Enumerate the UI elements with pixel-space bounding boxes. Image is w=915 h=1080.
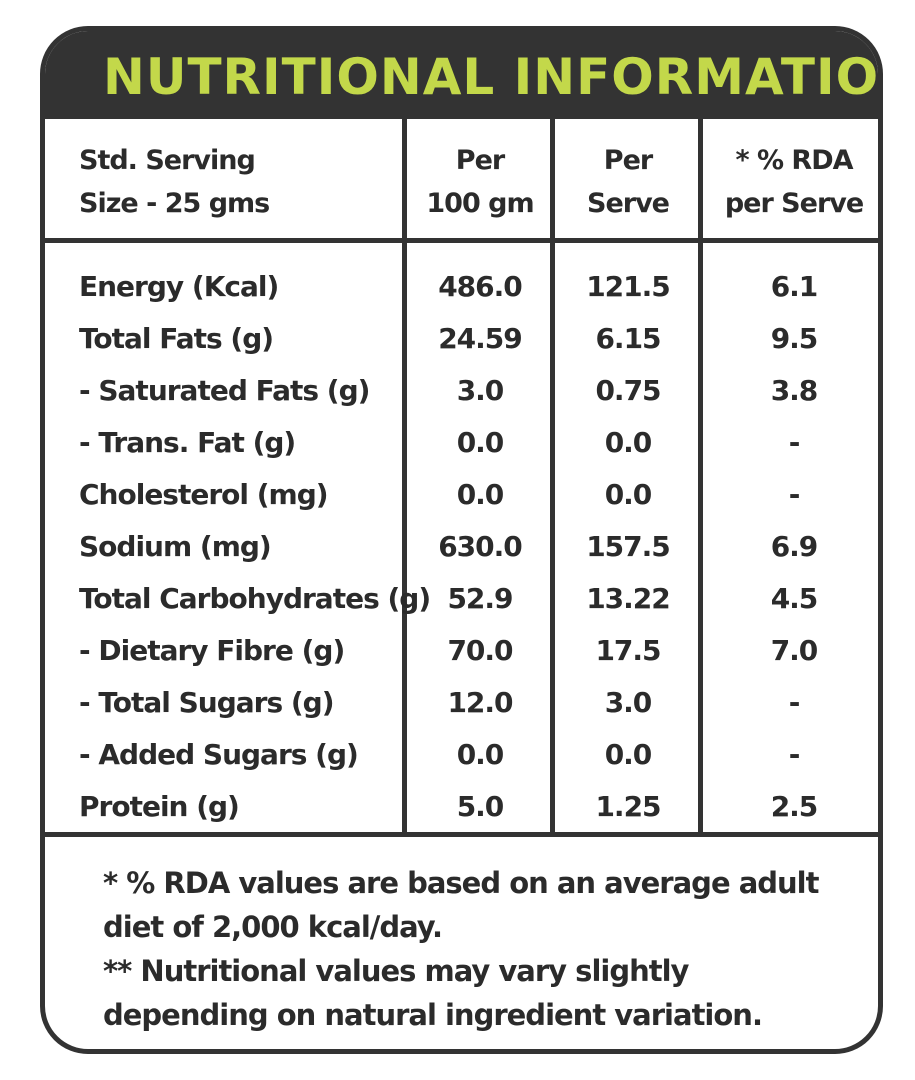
per-100gm-value: 70.0: [447, 634, 513, 667]
column-divider: [698, 119, 703, 837]
per-serve-value: 0.0: [604, 426, 653, 459]
column-header-line: Serve: [587, 188, 670, 219]
column-header-line: 100 gm: [426, 188, 534, 219]
per-serve-value: 157.5: [586, 530, 671, 563]
column-header-rda: * % RDA per Serve: [705, 139, 878, 225]
nutrient-name: Total Carbohydrates (g): [79, 582, 431, 615]
per-serve-value: 17.5: [595, 634, 661, 667]
column-header-line: Per: [455, 145, 505, 176]
column-divider: [402, 119, 407, 837]
footnote-variation: ** Nutritional values may vary slightly …: [103, 954, 763, 1032]
per-100gm-value: 0.0: [456, 426, 505, 459]
per-serve-value: 121.5: [586, 270, 671, 303]
per-100gm-value: 630.0: [438, 530, 523, 563]
rda-value: -: [788, 738, 801, 771]
nutrient-name: Sodium (mg): [79, 530, 272, 563]
nutrient-name: - Added Sugars (g): [79, 738, 359, 771]
per-serve-value: 1.25: [595, 790, 661, 823]
rda-value: -: [788, 478, 801, 511]
panel-title: NUTRITIONAL INFORMATION**: [103, 47, 883, 106]
table-row: - Dietary Fibre (g) 70.0 17.5 7.0: [45, 625, 878, 677]
nutrient-name: - Saturated Fats (g): [79, 374, 370, 407]
column-header-line: Per: [603, 145, 653, 176]
nutrient-name: Energy (Kcal): [79, 270, 279, 303]
per-serve-value: 0.75: [595, 374, 661, 407]
per-100gm-value: 24.59: [438, 322, 523, 355]
per-100gm-value: 0.0: [456, 478, 505, 511]
footnote-rda: * % RDA values are based on an average a…: [103, 866, 819, 944]
per-100gm-value: 12.0: [447, 686, 513, 719]
table-row: Total Carbohydrates (g) 52.9 13.22 4.5: [45, 573, 878, 625]
table-row: - Added Sugars (g) 0.0 0.0 -: [45, 729, 878, 781]
nutrient-name: Total Fats (g): [79, 322, 274, 355]
header-divider: [45, 238, 878, 243]
rda-value: 9.5: [770, 322, 819, 355]
per-100gm-value: 52.9: [447, 582, 513, 615]
rda-value: 6.9: [770, 530, 819, 563]
table-row: - Trans. Fat (g) 0.0 0.0 -: [45, 417, 878, 469]
rda-value: -: [788, 426, 801, 459]
table-row: - Total Sugars (g) 12.0 3.0 -: [45, 677, 878, 729]
title-bar: NUTRITIONAL INFORMATION**: [45, 31, 878, 119]
per-serve-value: 6.15: [595, 322, 661, 355]
per-serve-value: 13.22: [586, 582, 671, 615]
rda-value: -: [788, 686, 801, 719]
footnotes: * % RDA values are based on an average a…: [103, 861, 843, 1037]
nutrient-name: - Dietary Fibre (g): [79, 634, 345, 667]
rda-value: 6.1: [770, 270, 819, 303]
table-row: Total Fats (g) 24.59 6.15 9.5: [45, 313, 878, 365]
column-header-line: * % RDA: [735, 145, 853, 176]
table-row: Cholesterol (mg) 0.0 0.0 -: [45, 469, 878, 521]
nutrient-name: Cholesterol (mg): [79, 478, 329, 511]
table-row: - Saturated Fats (g) 3.0 0.75 3.8: [45, 365, 878, 417]
rda-value: 3.8: [770, 374, 819, 407]
column-header-line: per Serve: [724, 188, 864, 219]
column-header-per-serve: Per Serve: [555, 139, 701, 225]
rda-value: 4.5: [770, 582, 819, 615]
column-header-line: Size - 25 gms: [79, 188, 270, 219]
per-serve-value: 3.0: [604, 686, 653, 719]
table-row: Energy (Kcal) 486.0 121.5 6.1: [45, 261, 878, 313]
nutrition-panel: NUTRITIONAL INFORMATION** Std. Serving S…: [40, 26, 883, 1054]
column-header-per-100gm: Per 100 gm: [407, 139, 553, 225]
rda-value: 2.5: [770, 790, 819, 823]
per-100gm-value: 486.0: [438, 270, 523, 303]
column-header-line: Std. Serving: [79, 145, 256, 176]
per-100gm-value: 0.0: [456, 738, 505, 771]
column-header-serving: Std. Serving Size - 25 gms: [79, 139, 270, 225]
table-row: Protein (g) 5.0 1.25 2.5: [45, 781, 878, 833]
per-serve-value: 0.0: [604, 478, 653, 511]
rda-value: 7.0: [770, 634, 819, 667]
per-serve-value: 0.0: [604, 738, 653, 771]
table-row: Sodium (mg) 630.0 157.5 6.9: [45, 521, 878, 573]
nutrient-name: - Trans. Fat (g): [79, 426, 296, 459]
column-divider: [550, 119, 555, 837]
table-bottom-divider: [45, 832, 878, 837]
nutrient-name: Protein (g): [79, 790, 240, 823]
nutrient-name: - Total Sugars (g): [79, 686, 335, 719]
per-100gm-value: 5.0: [456, 790, 505, 823]
title-text: NUTRITIONAL INFORMATION: [103, 48, 883, 106]
per-100gm-value: 3.0: [456, 374, 505, 407]
